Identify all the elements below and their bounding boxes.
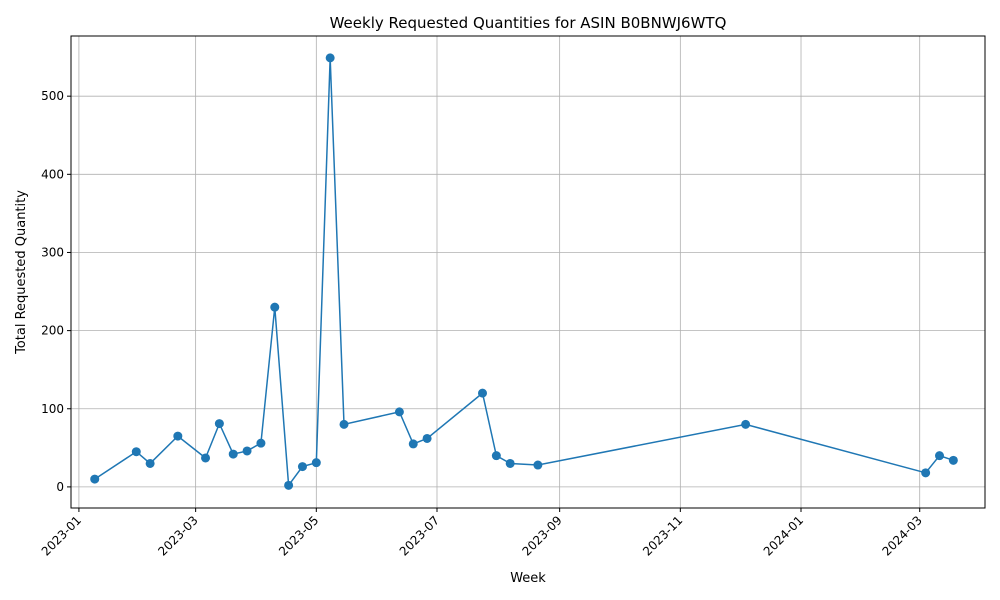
data-point: [478, 388, 487, 398]
data-point: [505, 458, 515, 468]
data-point: [173, 431, 183, 441]
series-line-group: [94, 57, 954, 488]
y-tick-label: 400: [41, 167, 64, 181]
y-tick-label: 200: [41, 324, 64, 338]
data-point: [948, 455, 958, 465]
data-point: [284, 480, 294, 490]
series-line: [94, 57, 954, 488]
data-point: [339, 419, 349, 429]
data-point: [394, 407, 404, 417]
data-points: [90, 53, 958, 490]
y-tick-label: 500: [41, 89, 64, 103]
data-point: [145, 458, 155, 468]
x-axis-label: Week: [510, 571, 546, 586]
data-point: [90, 474, 100, 484]
data-point: [228, 449, 238, 459]
data-point: [408, 439, 418, 449]
data-point: [422, 433, 432, 443]
data-point: [921, 468, 931, 478]
data-point: [242, 446, 252, 456]
data-point: [533, 460, 543, 470]
data-point: [201, 453, 211, 463]
data-point: [491, 451, 501, 461]
plot-area-frame: [70, 35, 986, 509]
y-axis-ticks: 0 100 200 300 400 500: [41, 89, 71, 494]
data-point: [256, 438, 266, 448]
y-tick-label: 300: [41, 245, 64, 259]
data-point: [214, 419, 224, 429]
y-axis-label: Total Requested Quantity: [14, 190, 29, 355]
y-tick-label: 100: [41, 402, 64, 416]
data-point: [311, 458, 321, 468]
data-point: [131, 447, 141, 457]
data-point: [325, 53, 335, 63]
grid: [71, 36, 985, 508]
data-point: [935, 451, 944, 461]
data-point: [270, 302, 280, 312]
y-tick-label: 0: [56, 480, 64, 494]
data-point: [297, 462, 307, 472]
data-point: [741, 419, 751, 429]
chart-title: Weekly Requested Quantities for ASIN B0B…: [330, 14, 727, 32]
